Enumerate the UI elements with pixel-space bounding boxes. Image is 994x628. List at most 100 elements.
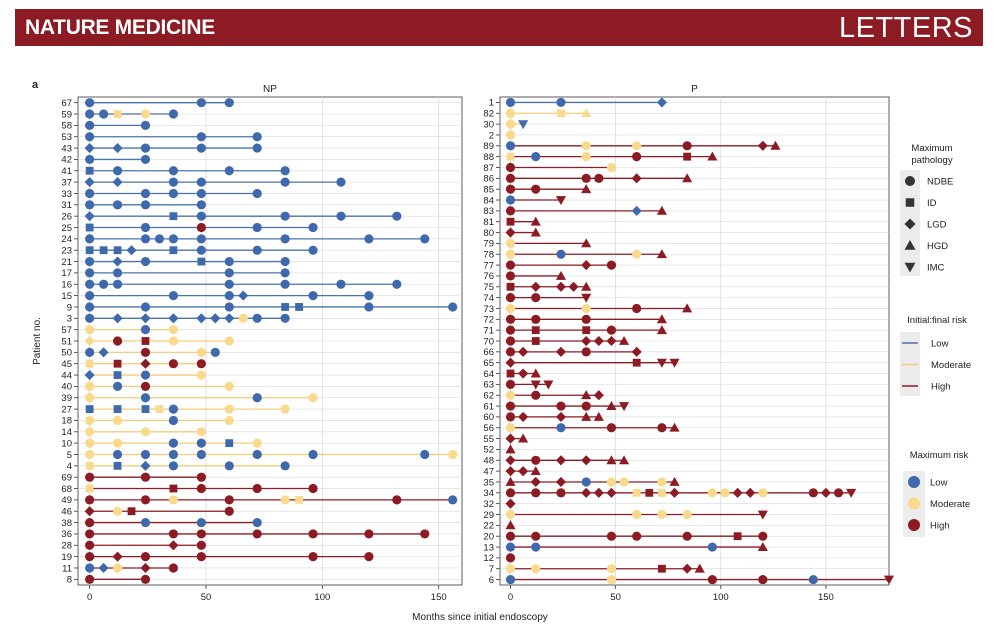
data-point (196, 234, 206, 244)
data-point (196, 245, 206, 255)
data-point (196, 427, 206, 437)
data-point (631, 173, 642, 184)
data-point (196, 132, 206, 142)
data-point (281, 303, 290, 311)
data-point (606, 325, 617, 335)
data-point (505, 271, 516, 281)
data-point (606, 477, 617, 487)
patient-label: 15 (61, 291, 72, 302)
patient-label: 7 (489, 564, 494, 575)
data-point (505, 119, 516, 129)
patient-label: 28 (61, 541, 72, 552)
data-point (196, 540, 206, 550)
data-point (733, 532, 742, 541)
data-point (505, 444, 516, 454)
patient-label: 14 (61, 427, 72, 438)
patient-label: 43 (61, 143, 72, 154)
data-point (505, 379, 516, 389)
data-point (98, 347, 109, 358)
data-point (720, 488, 730, 498)
data-point (140, 120, 151, 130)
data-point (224, 291, 234, 301)
data-point (505, 509, 516, 520)
data-point (280, 495, 290, 505)
patient-label: 61 (483, 401, 494, 412)
data-point (85, 472, 95, 482)
patient-label: 3 (67, 314, 72, 325)
data-point (112, 313, 123, 324)
data-point (568, 281, 579, 292)
data-point (420, 234, 430, 244)
data-point (555, 476, 567, 488)
data-point (606, 335, 617, 347)
data-point (85, 484, 94, 493)
data-point (531, 455, 541, 465)
patient-label: 22 (483, 521, 494, 532)
panel-label: a (32, 79, 39, 91)
data-point (112, 336, 123, 346)
legend-marker (904, 218, 916, 230)
data-point (505, 227, 516, 238)
patient-label: 35 (483, 477, 494, 488)
data-point (505, 293, 516, 303)
data-point (505, 108, 516, 118)
patient-label: 51 (61, 336, 72, 347)
data-point (280, 166, 290, 176)
data-point (196, 177, 206, 187)
data-point (85, 188, 95, 199)
data-point (84, 177, 95, 188)
data-point (196, 359, 206, 369)
data-point (112, 177, 123, 188)
legend-label: Low (930, 478, 948, 489)
data-point (295, 495, 304, 504)
data-point (581, 314, 591, 324)
patient-label: 52 (483, 445, 494, 456)
data-point (833, 488, 844, 498)
data-point (336, 177, 346, 187)
data-point (252, 517, 262, 528)
data-point (252, 449, 262, 460)
data-point (669, 476, 680, 486)
patient-label: 44 (61, 370, 72, 381)
data-point (141, 337, 150, 345)
data-point (518, 433, 529, 443)
data-point (295, 303, 304, 311)
data-point (280, 234, 290, 244)
patient-label: 86 (483, 174, 494, 185)
data-point (140, 143, 151, 153)
data-point (506, 282, 515, 291)
legend-marker (905, 198, 915, 207)
data-point (505, 476, 516, 486)
data-point (140, 472, 151, 482)
data-point (169, 246, 178, 255)
data-point (168, 438, 179, 448)
patient-label: 40 (61, 382, 72, 393)
data-point (140, 154, 151, 165)
data-point (196, 472, 206, 482)
patient-label: 79 (483, 239, 494, 250)
data-point (140, 358, 151, 369)
data-point (85, 132, 95, 142)
data-point (168, 404, 179, 414)
data-point (593, 411, 604, 421)
patient-label: 58 (61, 121, 72, 132)
data-point (224, 279, 234, 289)
data-point (581, 260, 592, 271)
data-point (252, 529, 262, 539)
x-tick-label: 50 (610, 592, 621, 603)
data-point (606, 574, 617, 585)
patient-label: 9 (67, 302, 72, 313)
data-point (581, 401, 591, 411)
data-point (632, 141, 642, 151)
data-point (632, 152, 642, 162)
data-point (556, 401, 566, 411)
data-point (113, 371, 122, 379)
data-point (308, 483, 318, 494)
data-point (657, 509, 667, 520)
data-point (555, 270, 567, 280)
data-point (85, 347, 95, 357)
patient-label: 18 (61, 416, 72, 427)
data-point (631, 346, 642, 357)
data-point (556, 488, 566, 498)
data-point (581, 173, 591, 183)
